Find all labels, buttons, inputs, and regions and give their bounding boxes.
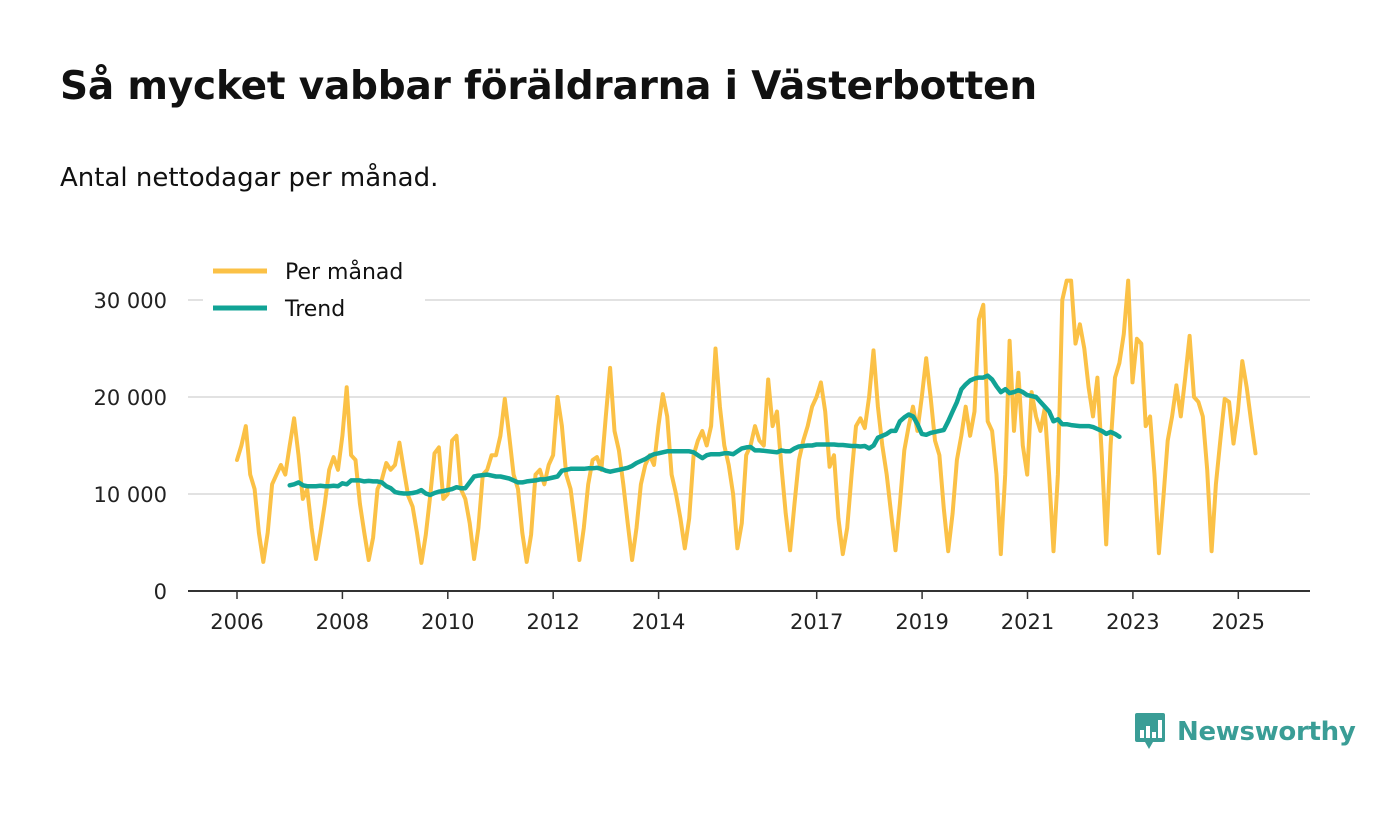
x-tick-label-4: 2014 <box>632 610 685 634</box>
series-line-1 <box>287 373 1122 498</box>
x-tick-label-3: 2012 <box>526 610 579 634</box>
legend-label-0: Per månad <box>285 259 403 285</box>
x-tick-label-1: 2008 <box>316 610 369 634</box>
x-tick-label-0: 2006 <box>210 610 263 634</box>
legend-label-1: Trend <box>284 297 345 322</box>
legend: Per månad Trend <box>203 253 425 327</box>
y-tick-label-0: 0 <box>154 580 167 604</box>
chart-title: Så mycket vabbar föräldrarna i Västerbot… <box>60 64 1037 109</box>
x-tick-label-9: 2025 <box>1212 610 1265 634</box>
x-tick-label-6: 2019 <box>895 610 948 634</box>
y-tick-label-1: 10 000 <box>94 483 167 507</box>
y-tick-label-2: 20 000 <box>94 386 167 410</box>
series-line-0 <box>235 278 1258 565</box>
newsworthy-logo: Newsworthy <box>1133 712 1356 752</box>
newsworthy-logo-icon <box>1135 713 1165 749</box>
x-tick-label-5: 2017 <box>790 610 843 634</box>
chart-subtitle: Antal nettodagar per månad. <box>60 163 439 193</box>
x-tick-label-8: 2023 <box>1106 610 1159 634</box>
legend-background <box>203 253 425 327</box>
series-layer <box>235 278 1258 565</box>
y-tick-label-3: 30 000 <box>94 289 167 313</box>
axes: 0 10 000 20 000 30 000 2006 2008 2010 2012 2014 2… <box>94 289 1310 634</box>
x-tick-label-7: 2021 <box>1001 610 1054 634</box>
brand-name: Newsworthy <box>1177 717 1356 747</box>
x-tick-label-2: 2010 <box>421 610 474 634</box>
